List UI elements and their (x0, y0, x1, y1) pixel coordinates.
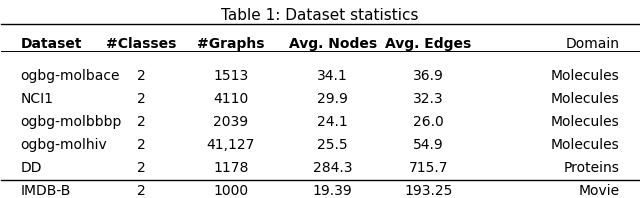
Text: Molecules: Molecules (551, 115, 620, 129)
Text: 2: 2 (137, 69, 146, 83)
Text: NCI1: NCI1 (20, 92, 54, 106)
Text: 19.39: 19.39 (313, 184, 353, 198)
Text: 25.5: 25.5 (317, 138, 348, 152)
Text: Molecules: Molecules (551, 92, 620, 106)
Text: 1000: 1000 (213, 184, 248, 198)
Text: 32.3: 32.3 (413, 92, 444, 106)
Text: Avg. Nodes: Avg. Nodes (289, 37, 377, 51)
Text: 34.1: 34.1 (317, 69, 348, 83)
Text: ogbg-molbbbp: ogbg-molbbbp (20, 115, 122, 129)
Text: Proteins: Proteins (564, 161, 620, 175)
Text: Table 1: Dataset statistics: Table 1: Dataset statistics (221, 8, 419, 23)
Text: #Graphs: #Graphs (197, 37, 264, 51)
Text: 284.3: 284.3 (313, 161, 353, 175)
Text: 2039: 2039 (213, 115, 248, 129)
Text: 36.9: 36.9 (413, 69, 444, 83)
Text: 2: 2 (137, 92, 146, 106)
Text: #Classes: #Classes (106, 37, 177, 51)
Text: Molecules: Molecules (551, 69, 620, 83)
Text: Movie: Movie (579, 184, 620, 198)
Text: Molecules: Molecules (551, 138, 620, 152)
Text: 4110: 4110 (213, 92, 248, 106)
Text: 2: 2 (137, 115, 146, 129)
Text: 715.7: 715.7 (408, 161, 448, 175)
Text: 1178: 1178 (213, 161, 248, 175)
Text: 24.1: 24.1 (317, 115, 348, 129)
Text: Domain: Domain (566, 37, 620, 51)
Text: ogbg-molbace: ogbg-molbace (20, 69, 120, 83)
Text: 54.9: 54.9 (413, 138, 444, 152)
Text: 2: 2 (137, 161, 146, 175)
Text: 193.25: 193.25 (404, 184, 452, 198)
Text: 2: 2 (137, 138, 146, 152)
Text: 26.0: 26.0 (413, 115, 444, 129)
Text: ogbg-molhiv: ogbg-molhiv (20, 138, 108, 152)
Text: DD: DD (20, 161, 42, 175)
Text: Dataset: Dataset (20, 37, 82, 51)
Text: 41,127: 41,127 (207, 138, 255, 152)
Text: 2: 2 (137, 184, 146, 198)
Text: 29.9: 29.9 (317, 92, 348, 106)
Text: 1513: 1513 (213, 69, 248, 83)
Text: IMDB-B: IMDB-B (20, 184, 71, 198)
Text: Avg. Edges: Avg. Edges (385, 37, 472, 51)
